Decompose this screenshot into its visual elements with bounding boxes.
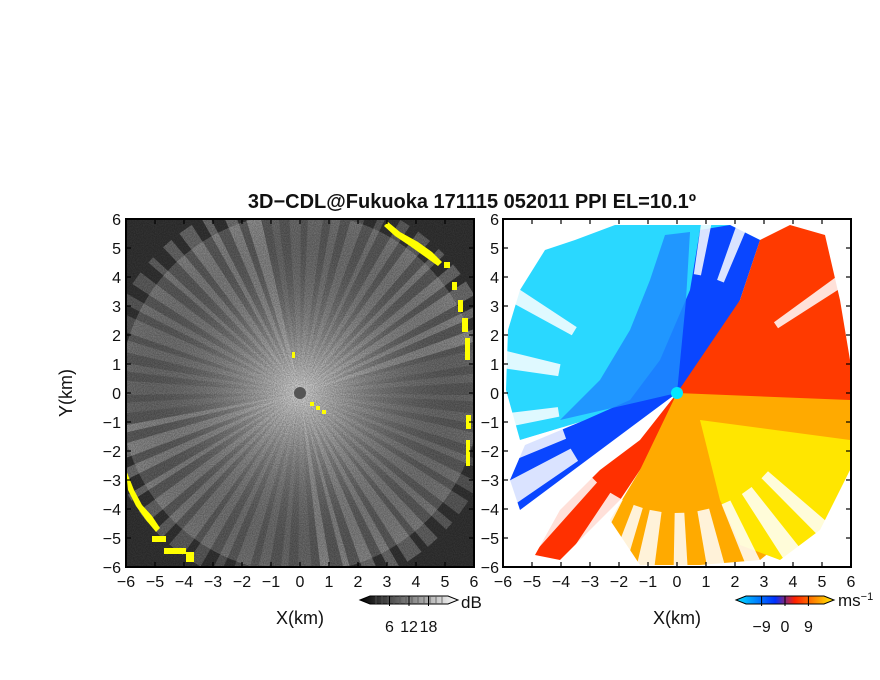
velocity-colorbar-ticks: −9 0 9 bbox=[752, 596, 813, 636]
y-tick-label: −6 bbox=[103, 560, 121, 577]
x-tick-label: 2 bbox=[731, 574, 740, 591]
x-tick-label: −6 bbox=[494, 574, 512, 591]
x-tick-label: 5 bbox=[441, 574, 450, 591]
velocity-gap bbox=[503, 448, 579, 513]
radar-site-marker-right bbox=[671, 387, 683, 399]
snr-highlight-echoes bbox=[126, 222, 471, 562]
colorbar-tick-label: 12 bbox=[400, 619, 418, 636]
x-tick-label: −4 bbox=[552, 574, 570, 591]
snr-axis-ticks: −6 −5 −4 −3 −2 −1 0 1 2 3 4 5 6 −6 −5 −4 −3 −2 −1 0 1 2 3 4 5 6 bbox=[103, 212, 479, 591]
velocity-data-gaps bbox=[503, 219, 851, 567]
y-tick-label: −2 bbox=[481, 444, 499, 461]
snr-panel: −6 −5 −4 −3 −2 −1 0 1 2 3 4 5 6 −6 −5 −4 −3 −2 −1 0 1 2 3 4 5 6 Y… bbox=[56, 212, 479, 628]
x-tick-label: 4 bbox=[789, 574, 798, 591]
x-tick-label: −2 bbox=[233, 574, 251, 591]
y-tick-label: −5 bbox=[481, 531, 499, 548]
x-tick-label: 5 bbox=[818, 574, 827, 591]
y-tick-label: 4 bbox=[112, 270, 121, 287]
x-tick-label: 1 bbox=[702, 574, 711, 591]
y-tick-label: 5 bbox=[112, 241, 121, 258]
x-tick-label: −3 bbox=[581, 574, 599, 591]
velocity-gap bbox=[609, 504, 643, 567]
y-tick-label: 3 bbox=[112, 299, 121, 316]
y-tick-label: 6 bbox=[112, 212, 121, 229]
y-tick-label: −3 bbox=[103, 473, 121, 490]
velocity-gap bbox=[697, 508, 726, 567]
velocity-gap bbox=[693, 219, 713, 276]
velocity-gap bbox=[560, 492, 623, 567]
x-tick-label: −2 bbox=[610, 574, 628, 591]
x-tick-label: −4 bbox=[175, 574, 193, 591]
x-tick-label: 1 bbox=[325, 574, 334, 591]
y-tick-label: −1 bbox=[481, 415, 499, 432]
velocity-negative-mid bbox=[560, 232, 690, 420]
snr-colorbar: 6 12 18 dB bbox=[358, 593, 482, 636]
y-tick-label: −5 bbox=[103, 531, 121, 548]
velocity-gap bbox=[503, 278, 577, 336]
y-tick-label: −4 bbox=[481, 502, 499, 519]
snr-colorbar-ticks: 6 12 18 bbox=[385, 596, 438, 636]
x-tick-label: 6 bbox=[470, 574, 479, 591]
x-tick-label: −1 bbox=[639, 574, 657, 591]
velocity-gap bbox=[636, 509, 662, 567]
velocity-negative-core bbox=[510, 225, 760, 510]
chart-title: 3D−CDL@Fukuoka 171115 052011 PPI EL=10.1… bbox=[248, 191, 696, 213]
x-tick-label: −5 bbox=[523, 574, 541, 591]
x-tick-label: −5 bbox=[146, 574, 164, 591]
snr-colorbar-unit: dB bbox=[461, 593, 482, 612]
velocity-gap bbox=[673, 512, 688, 567]
y-tick-label: 6 bbox=[490, 212, 499, 229]
y-tick-label: 5 bbox=[490, 241, 499, 258]
y-tick-label: −1 bbox=[103, 415, 121, 432]
y-tick-label: 4 bbox=[490, 270, 499, 287]
x-tick-label: 0 bbox=[673, 574, 682, 591]
velocity-gap bbox=[741, 486, 816, 567]
y-tick-label: 0 bbox=[112, 386, 121, 403]
snr-x-axis-label: X(km) bbox=[276, 608, 324, 628]
x-tick-label: 0 bbox=[296, 574, 305, 591]
velocity-panel: −6 −5 −4 −3 −2 −1 0 1 2 3 4 5 6 −6 −5 −4 −3 −2 −1 0 1 2 3 4 5 6 X… bbox=[481, 212, 856, 628]
x-tick-label: −6 bbox=[117, 574, 135, 591]
velocity-gap bbox=[761, 471, 851, 567]
y-tick-label: −2 bbox=[103, 444, 121, 461]
x-tick-label: 2 bbox=[354, 574, 363, 591]
x-tick-label: 3 bbox=[383, 574, 392, 591]
velocity-axis-ticks: −6 −5 −4 −3 −2 −1 0 1 2 3 4 5 6 −6 −5 −4 −3 −2 −1 0 1 2 3 4 5 6 bbox=[481, 212, 856, 591]
colorbar-tick-label: 0 bbox=[781, 619, 790, 636]
x-tick-label: 6 bbox=[847, 574, 856, 591]
x-tick-label: 4 bbox=[412, 574, 421, 591]
y-tick-label: 3 bbox=[490, 299, 499, 316]
velocity-gap bbox=[717, 219, 751, 283]
snr-y-axis-label: Y(km) bbox=[56, 369, 76, 417]
velocity-gap bbox=[721, 500, 764, 567]
y-tick-label: 2 bbox=[112, 328, 121, 345]
velocity-x-axis-label: X(km) bbox=[653, 608, 701, 628]
colorbar-tick-label: −9 bbox=[752, 619, 770, 636]
velocity-colorbar-unit: ms−1 bbox=[838, 591, 873, 610]
y-tick-label: 1 bbox=[490, 357, 499, 374]
velocity-gap bbox=[503, 407, 560, 428]
y-tick-label: −3 bbox=[481, 473, 499, 490]
colorbar-tick-label: 9 bbox=[804, 619, 813, 636]
y-tick-label: 1 bbox=[112, 357, 121, 374]
x-tick-label: 3 bbox=[760, 574, 769, 591]
colorbar-tick-label: 6 bbox=[385, 619, 394, 636]
velocity-positive-south bbox=[535, 393, 677, 560]
y-tick-label: −6 bbox=[481, 560, 499, 577]
velocity-gap bbox=[503, 350, 561, 377]
colorbar-tick-label: 18 bbox=[420, 619, 438, 636]
y-tick-label: 2 bbox=[490, 328, 499, 345]
y-tick-label: −4 bbox=[103, 502, 121, 519]
velocity-gap bbox=[503, 474, 598, 567]
velocity-gap bbox=[773, 266, 851, 329]
velocity-colorbar: −9 0 9 ms−1 bbox=[734, 591, 873, 636]
x-tick-label: −1 bbox=[262, 574, 280, 591]
snr-colorbar-stripes bbox=[375, 596, 443, 604]
x-tick-label: −3 bbox=[204, 574, 222, 591]
radar-site-marker-left bbox=[294, 387, 306, 399]
y-tick-label: 0 bbox=[490, 386, 499, 403]
velocity-gap bbox=[503, 427, 567, 465]
velocity-positive-inner bbox=[677, 225, 850, 420]
